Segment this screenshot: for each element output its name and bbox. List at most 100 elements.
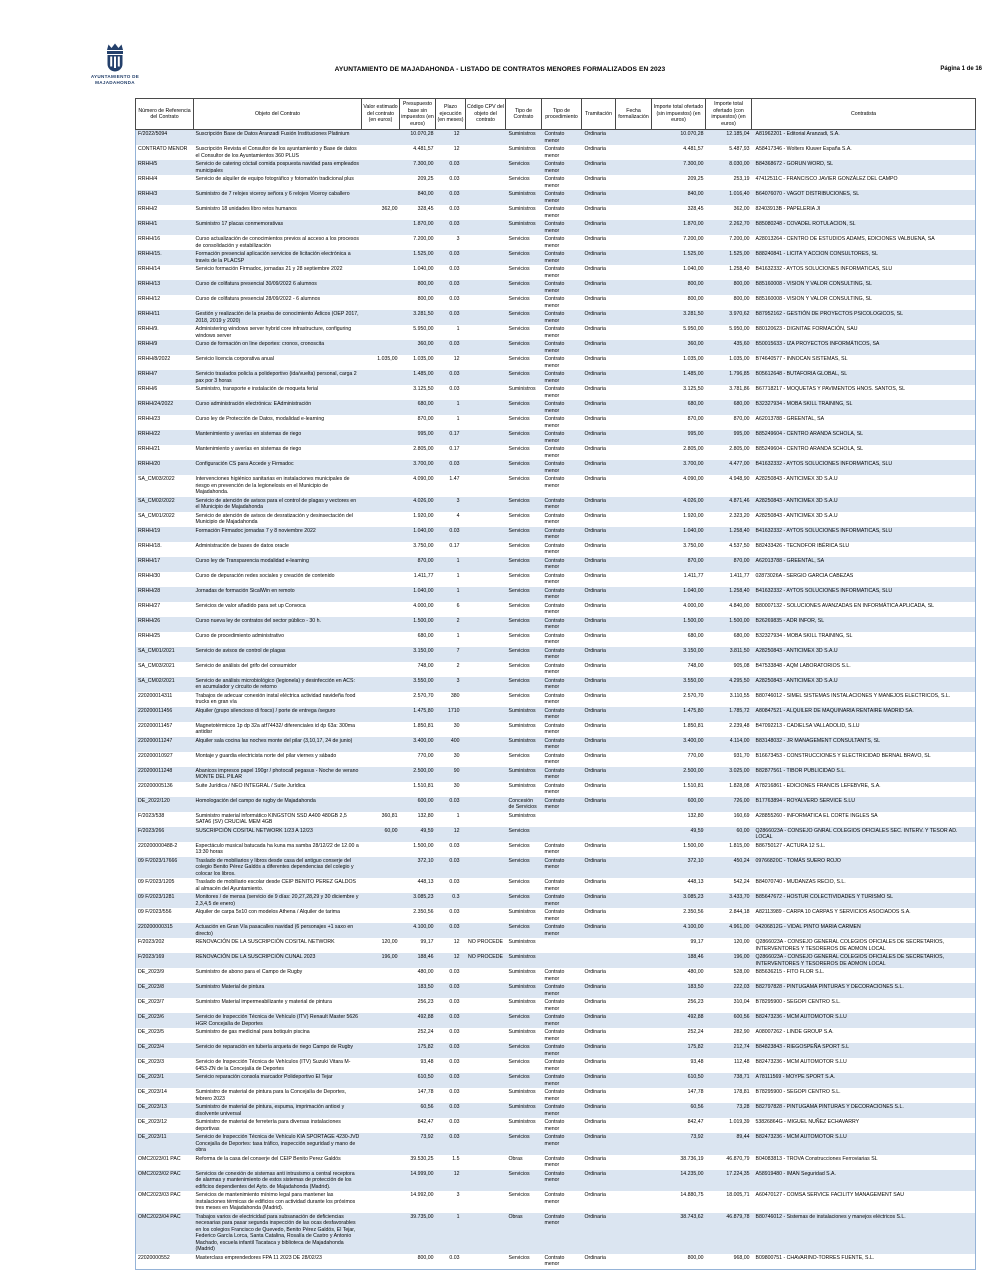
cell-tipo_contrato: Suministros xyxy=(508,131,536,137)
table-row: F/2023/169 RENOVACIÓN DE LA SUSCRIPCIÓN C… xyxy=(135,953,976,968)
cell-valor_estimado xyxy=(362,998,400,1013)
table-row: 220200014311 Trabajos de adecuar conexión… xyxy=(136,692,976,707)
cell-contratista: A62013788 - GREENTAL, SA xyxy=(755,557,825,564)
table-row: RRHH/6 Suministro, transporte e instalaci… xyxy=(136,385,976,400)
cell-importe_sin_impuestos: 38.743,62 xyxy=(680,1213,704,1220)
cell-contratista: A08007262 - LINDE GROUP S.A. xyxy=(755,1029,834,1035)
cell-presupuesto_base: 7.300,00 xyxy=(413,161,434,167)
cell-tipo_procedimiento: Contrato menor xyxy=(544,146,565,159)
cell-importe_sin_impuestos: 748,00 xyxy=(687,662,704,669)
cell-tipo_procedimiento xyxy=(542,953,582,968)
cell-tipo_procedimiento: Contrato menor xyxy=(544,251,565,264)
cell-importe_con_impuestos: 931,70 xyxy=(733,752,750,759)
cell-tipo_contrato: Servicios xyxy=(508,251,530,257)
table-row: SA_CM01/2022 Servicio de atención de avis… xyxy=(136,512,976,527)
cell-contratista: B80746012 - SIMEL SISTEMAS INSTALACIONES… xyxy=(755,692,951,699)
cell-tramitacion: Ordinaria xyxy=(584,1104,606,1110)
cell-fecha_formalizacion xyxy=(616,692,652,707)
cell-presupuesto_base: 1.500,00 xyxy=(413,617,434,624)
cell-presupuesto_base: 4.100,00 xyxy=(413,924,434,930)
cell-valor_estimado xyxy=(362,497,400,512)
cell-cpv xyxy=(466,812,506,827)
cell-tipo_contrato: Servicios xyxy=(508,924,530,930)
cell-plazo: 0.03 xyxy=(449,176,460,182)
cell-plazo: 0.03 xyxy=(449,1254,460,1261)
cell-fecha_formalizacion xyxy=(616,1191,652,1213)
cell-importe_sin_impuestos: 3.281,50 xyxy=(683,311,704,317)
table-row: RRHH/21 Mantenimiento y averías en sistem… xyxy=(136,445,976,460)
cell-tramitacion: Ordinaria xyxy=(584,527,606,534)
cell-valor_estimado xyxy=(362,235,400,250)
cell-cpv xyxy=(466,475,506,497)
table-row: RRHH/11 Gestión y realización de la prueb… xyxy=(135,310,976,325)
cell-valor_estimado xyxy=(362,632,400,647)
cell-fecha_formalizacion xyxy=(616,160,652,175)
cell-objeto: Servicio de atención de avisos de desrat… xyxy=(195,512,353,526)
cell-presupuesto_base: 800,00 xyxy=(417,296,434,302)
cell-tipo_procedimiento: Contrato menor xyxy=(544,647,565,661)
cell-importe_con_impuestos: 1.785,72 xyxy=(729,707,750,714)
cell-presupuesto_base: 60,56 xyxy=(420,1104,434,1110)
cell-tramitacion: Ordinaria xyxy=(584,542,606,549)
cell-presupuesto_base: 840,00 xyxy=(417,191,434,197)
cell-plazo: 30 xyxy=(453,782,460,789)
cell-valor_estimado xyxy=(362,677,400,692)
cell-cpv xyxy=(466,527,506,542)
cell-importe_con_impuestos: 738,71 xyxy=(733,1074,750,1080)
cell-objeto: Suscripción Revista el Consultor de los … xyxy=(195,146,357,159)
cell-tipo_procedimiento: Contrato menor xyxy=(544,722,565,736)
cell-importe_sin_impuestos: 1.040,00 xyxy=(683,266,704,272)
cell-tramitacion: Ordinaria xyxy=(584,602,606,609)
cell-tramitacion: Ordinaria xyxy=(584,1029,606,1035)
cell-contratista: B82433426 - TECNOFOR IBÉRICA SLU xyxy=(755,542,850,549)
cell-tipo_procedimiento: Contrato menor xyxy=(544,131,565,144)
cell-tipo_contrato: Suministros xyxy=(508,939,536,945)
cell-importe_con_impuestos: 1.016,40 xyxy=(729,191,750,197)
cell-cpv xyxy=(466,1191,506,1213)
table-row: DE_2023/13 Suministro de material de pint… xyxy=(135,1103,976,1118)
table-row: SA_CM03/2021 Servicio de análisis del gri… xyxy=(136,662,976,677)
cell-importe_con_impuestos: 120,00 xyxy=(733,939,750,945)
cell-cpv xyxy=(466,1103,506,1118)
cell-fecha_formalizacion xyxy=(616,325,652,340)
cell-valor_estimado xyxy=(362,310,400,325)
cell-ref: 220200011457 xyxy=(138,722,173,729)
cell-cpv xyxy=(466,265,506,280)
cell-fecha_formalizacion xyxy=(616,737,652,752)
cell-objeto: Administering windows server hybrid core… xyxy=(195,326,352,339)
cell-objeto: Alquiler (grupo silencioso di foscs) / p… xyxy=(195,707,336,714)
logo-org-name: AYUNTAMIENTO DE MAJADAHONDA xyxy=(50,74,180,86)
cell-presupuesto_base: 870,00 xyxy=(417,416,434,422)
cell-plazo: 380 xyxy=(450,692,460,699)
logo-org-line2: MAJADAHONDA xyxy=(95,80,135,86)
cell-tipo_procedimiento: Contrato menor xyxy=(544,797,565,811)
cell-cpv xyxy=(466,145,506,160)
cell-tramitacion: Ordinaria xyxy=(584,311,606,317)
cell-presupuesto_base: 870,00 xyxy=(417,557,434,564)
cell-presupuesto_base: 448,13 xyxy=(417,879,434,885)
cell-tipo_contrato: Suministros xyxy=(508,707,536,714)
cell-tramitacion: Ordinaria xyxy=(584,752,606,759)
table-row: 220200005136 Suite Jurídica / NEO INTEGRA… xyxy=(136,782,976,797)
cell-plazo: 400 xyxy=(450,737,460,744)
cell-tramitacion: Ordinaria xyxy=(584,1254,606,1261)
cell-tipo_procedimiento: Contrato menor xyxy=(544,909,565,922)
cell-presupuesto_base: 14.992,00 xyxy=(410,1192,434,1198)
cell-fecha_formalizacion xyxy=(616,340,652,355)
cell-importe_con_impuestos: 1.828,08 xyxy=(729,782,750,789)
cell-fecha_formalizacion xyxy=(616,812,652,827)
cell-tramitacion: Ordinaria xyxy=(584,1074,606,1080)
cell-presupuesto_base: 93,48 xyxy=(420,1059,434,1065)
cell-cpv xyxy=(466,602,506,617)
cell-importe_sin_impuestos: 3.750,00 xyxy=(683,542,704,549)
cell-plazo: 0.03 xyxy=(449,969,460,975)
cell-ref: RRHH/18. xyxy=(138,542,162,549)
table-row: OMC2023/04 PAC Trabajos varios de electri… xyxy=(135,1212,976,1254)
cell-ref: 220200011456 xyxy=(138,707,173,714)
cell-tipo_procedimiento: Contrato menor xyxy=(544,431,565,444)
cell-importe_con_impuestos: 870,00 xyxy=(733,416,750,422)
cell-tramitacion: Ordinaria xyxy=(584,1155,606,1162)
cell-tipo_contrato: Servicios xyxy=(508,587,530,594)
cell-importe_con_impuestos: 1.258,40 xyxy=(729,266,750,272)
cell-tramitacion: Ordinaria xyxy=(584,647,606,654)
